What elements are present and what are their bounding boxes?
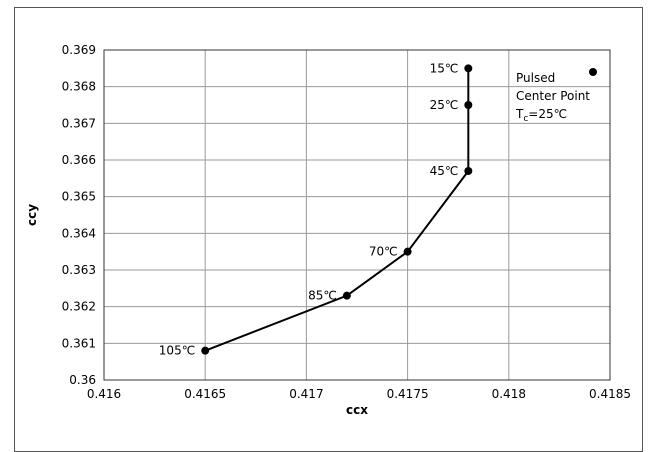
legend-tc-subscript: c — [523, 114, 528, 124]
y-tick-label: 0.362 — [62, 300, 96, 314]
legend-line-3: Tc=25℃ — [515, 107, 567, 124]
x-tick-label: 0.416 — [87, 387, 121, 401]
x-axis-title: ccx — [346, 403, 368, 417]
y-tick-label: 0.364 — [62, 226, 96, 240]
legend: Pulsed Center Point Tc=25℃ — [515, 68, 597, 124]
plot-area — [103, 49, 611, 381]
y-tick-label: 0.365 — [62, 190, 96, 204]
data-label: 70℃ — [369, 245, 398, 259]
data-label: 25℃ — [430, 98, 459, 112]
x-tick-label: 0.4165 — [184, 387, 226, 401]
data-point — [201, 346, 210, 355]
data-label: 45℃ — [430, 164, 459, 178]
y-tick-label: 0.36 — [69, 373, 96, 387]
y-tick-label: 0.368 — [62, 80, 96, 94]
legend-tc-suffix: =25℃ — [528, 107, 567, 121]
y-axis-ticks: 0.36 0.361 0.362 0.363 0.364 0.365 0.366 0.367 0… — [62, 43, 96, 387]
y-tick-label: 0.366 — [62, 153, 96, 167]
y-tick-label: 0.369 — [62, 43, 96, 57]
legend-line-2: Center Point — [516, 89, 590, 103]
data-point — [464, 64, 473, 73]
data-labels: 105℃ 85℃ 70℃ 45℃ 25℃ 15℃ — [159, 61, 459, 357]
y-axis-title: ccy — [25, 204, 39, 226]
data-label: 105℃ — [159, 344, 195, 358]
data-label: 85℃ — [308, 289, 337, 303]
legend-marker — [589, 68, 597, 76]
x-axis-ticks: 0.416 0.4165 0.417 0.4175 0.418 0.4185 — [87, 387, 631, 401]
y-tick-label: 0.361 — [62, 336, 96, 350]
y-tick-label: 0.363 — [62, 263, 96, 277]
x-tick-label: 0.418 — [492, 387, 526, 401]
data-point — [464, 167, 473, 175]
series-line — [204, 68, 470, 352]
chart-frame — [14, 7, 643, 452]
x-tick-label: 0.417 — [289, 387, 323, 401]
data-point — [403, 247, 412, 256]
x-tick-label: 0.4175 — [387, 387, 429, 401]
y-tick-label: 0.367 — [62, 116, 96, 130]
data-point — [464, 101, 473, 109]
series-points — [201, 64, 473, 355]
data-label: 15℃ — [430, 61, 459, 75]
legend-tc-prefix: T — [515, 107, 524, 121]
x-tick-label: 0.4185 — [589, 387, 631, 401]
data-point — [342, 291, 351, 300]
legend-line-1: Pulsed — [516, 71, 555, 85]
